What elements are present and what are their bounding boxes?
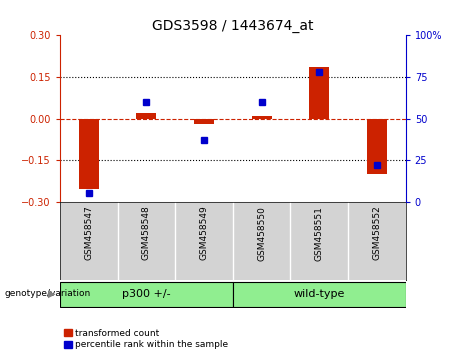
Bar xyxy=(194,119,214,124)
Text: GSM458549: GSM458549 xyxy=(200,206,208,261)
Text: p300 +/-: p300 +/- xyxy=(122,289,171,299)
Bar xyxy=(367,119,387,174)
Bar xyxy=(136,113,156,119)
Text: GSM458548: GSM458548 xyxy=(142,206,151,261)
Bar xyxy=(79,119,99,189)
Text: genotype/variation: genotype/variation xyxy=(5,289,91,298)
Text: GSM458552: GSM458552 xyxy=(372,206,381,261)
Title: GDS3598 / 1443674_at: GDS3598 / 1443674_at xyxy=(152,19,313,33)
FancyBboxPatch shape xyxy=(233,282,406,307)
Text: wild-type: wild-type xyxy=(294,289,345,299)
FancyBboxPatch shape xyxy=(60,282,233,307)
Bar xyxy=(252,116,272,119)
Bar xyxy=(309,67,329,119)
Text: GSM458550: GSM458550 xyxy=(257,206,266,261)
Text: GSM458547: GSM458547 xyxy=(84,206,93,261)
Legend: transformed count, percentile rank within the sample: transformed count, percentile rank withi… xyxy=(65,329,228,349)
Text: GSM458551: GSM458551 xyxy=(315,206,324,261)
Text: ▶: ▶ xyxy=(48,289,55,299)
